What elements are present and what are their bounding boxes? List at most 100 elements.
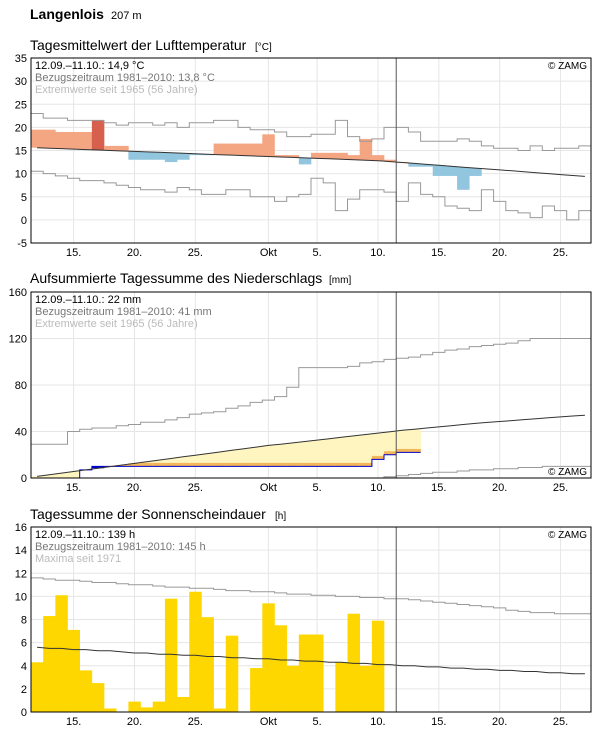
x-tick-label: 25. <box>188 247 203 259</box>
sunshine-bar <box>31 662 44 712</box>
precip-below-band <box>286 462 300 467</box>
temp-anomaly-bar <box>457 167 470 190</box>
y-tick-label: 2 <box>21 684 27 696</box>
precip-deficit-area <box>189 455 202 467</box>
x-tick-label: 25. <box>188 716 203 728</box>
precip-deficit-area <box>335 437 348 467</box>
sunshine-bar <box>359 665 373 712</box>
sunshine-bar <box>250 668 263 712</box>
precip-below-band <box>213 462 227 467</box>
precip-below-band <box>298 462 312 467</box>
precip-below-band <box>201 462 214 467</box>
temp-anomaly-bar <box>444 166 458 176</box>
temp-anomaly-bar <box>31 129 44 148</box>
info-line: 12.09.–11.10.: 14,9 °C <box>35 60 144 72</box>
plot-frame <box>30 526 592 713</box>
copyright-label: © ZAMG <box>548 530 587 541</box>
temp-anomaly-bar <box>371 155 385 161</box>
precip-deficit-area <box>396 430 409 453</box>
precip-deficit-area <box>311 440 324 467</box>
sunshine-bar <box>274 625 287 712</box>
info-line: Maxima seit 1971 <box>35 553 121 565</box>
x-tick-label: 5. <box>312 482 321 494</box>
temperature-chart-unit: [°C] <box>255 42 272 53</box>
sunshine-bar <box>152 701 166 712</box>
precipitation-chart-title: Aufsummierte Tagessumme des Niederschlag… <box>30 270 322 286</box>
sunshine-max-line <box>31 577 591 615</box>
x-tick-label: 20. <box>127 482 142 494</box>
temp-anomaly-bar <box>128 151 141 160</box>
precipitation-chart: 0 40 80 120 160 15. 20. 25. Okt 5. 10. 15. 20. 25. 12.… <box>9 287 592 494</box>
sunshine-bar <box>201 617 214 712</box>
precip-below-band <box>359 462 373 467</box>
temp-anomaly-bar <box>286 155 300 158</box>
temp-anomaly-bar <box>104 145 117 151</box>
temp-anomaly-bar <box>359 138 373 161</box>
sunshine-bar <box>104 708 117 712</box>
precip-max-line <box>31 338 591 445</box>
x-tick-label: 20. <box>492 716 507 728</box>
x-tick-label: 20. <box>127 716 142 728</box>
y-tick-label: 40 <box>15 427 27 439</box>
precip-below-band <box>335 462 348 467</box>
precip-deficit-area <box>177 456 190 467</box>
precip-below-band <box>152 462 166 467</box>
x-tick-label: Okt <box>260 716 277 728</box>
x-tick-label: 15. <box>66 247 81 259</box>
temp-anomaly-bar <box>237 143 251 156</box>
temp-anomaly-bar <box>432 165 446 176</box>
precip-below-band <box>250 462 263 467</box>
y-tick-label: 12 <box>15 568 27 580</box>
precip-below-band <box>140 462 154 467</box>
x-tick-label: 25. <box>553 247 568 259</box>
y-tick-label: 16 <box>15 522 27 534</box>
reference-temp-line <box>37 147 585 177</box>
precip-min-line <box>31 465 591 479</box>
precip-below-band <box>128 463 141 467</box>
precip-below-band <box>323 462 336 467</box>
sunshine-bar <box>262 603 275 712</box>
y-tick-label: 15 <box>15 146 27 158</box>
precip-below-band <box>225 462 239 467</box>
x-tick-label: 15. <box>431 716 446 728</box>
temp-anomaly-bar <box>408 163 421 167</box>
temp-anomaly-bar <box>262 134 275 157</box>
precip-deficit-area <box>323 438 336 467</box>
info-line: Extremwerte seit 1965 (56 Jahre) <box>35 84 198 96</box>
precip-below-band <box>408 448 421 453</box>
precip-below-band <box>274 462 287 467</box>
precip-below-band <box>262 462 275 467</box>
precip-below-band <box>371 455 385 460</box>
precip-deficit-area <box>225 450 239 467</box>
sunshine-bar <box>286 665 300 712</box>
temp-anomaly-bar <box>177 153 190 160</box>
temp-anomaly-bar <box>347 155 360 160</box>
y-tick-label: 25 <box>15 99 27 111</box>
y-tick-label: 0 <box>21 473 27 485</box>
y-tick-label: 20 <box>15 122 27 134</box>
info-line: Bezugszeitraum 1981–2010: 41 mm <box>35 306 212 318</box>
y-tick-label: 8 <box>21 615 27 627</box>
x-tick-label: 5. <box>312 716 321 728</box>
precip-reference-line <box>37 414 585 477</box>
sunshine-bar <box>347 613 360 712</box>
x-tick-label: 10. <box>370 482 385 494</box>
precip-deficit-area <box>237 448 251 467</box>
temp-anomaly-bar <box>469 168 482 176</box>
precip-deficit-area <box>43 474 56 478</box>
sunshine-chart-title: Tagessumme der Sonnenscheindauer <box>30 506 266 522</box>
temp-anomaly-bar <box>420 164 434 167</box>
temp-anomaly-bar <box>335 152 348 160</box>
temp-anomaly-bar <box>55 132 68 149</box>
precip-deficit-area <box>384 431 397 455</box>
sunshine-chart: 0 2 4 6 8 10 12 14 16 15. 20. 25. Okt 5. 10. 15. 20. 25. 1… <box>15 522 592 728</box>
x-tick-label: 10. <box>370 716 385 728</box>
copyright-label: © ZAMG <box>548 467 587 478</box>
precip-below-band <box>189 462 202 467</box>
temperature-chart-title: Tagesmittelwert der Lufttemperatur <box>30 37 247 53</box>
temp-anomaly-bar <box>43 129 56 149</box>
precip-below-band <box>177 462 190 467</box>
sunshine-reference-line <box>37 646 585 675</box>
station-elevation: 207 m <box>111 10 142 22</box>
